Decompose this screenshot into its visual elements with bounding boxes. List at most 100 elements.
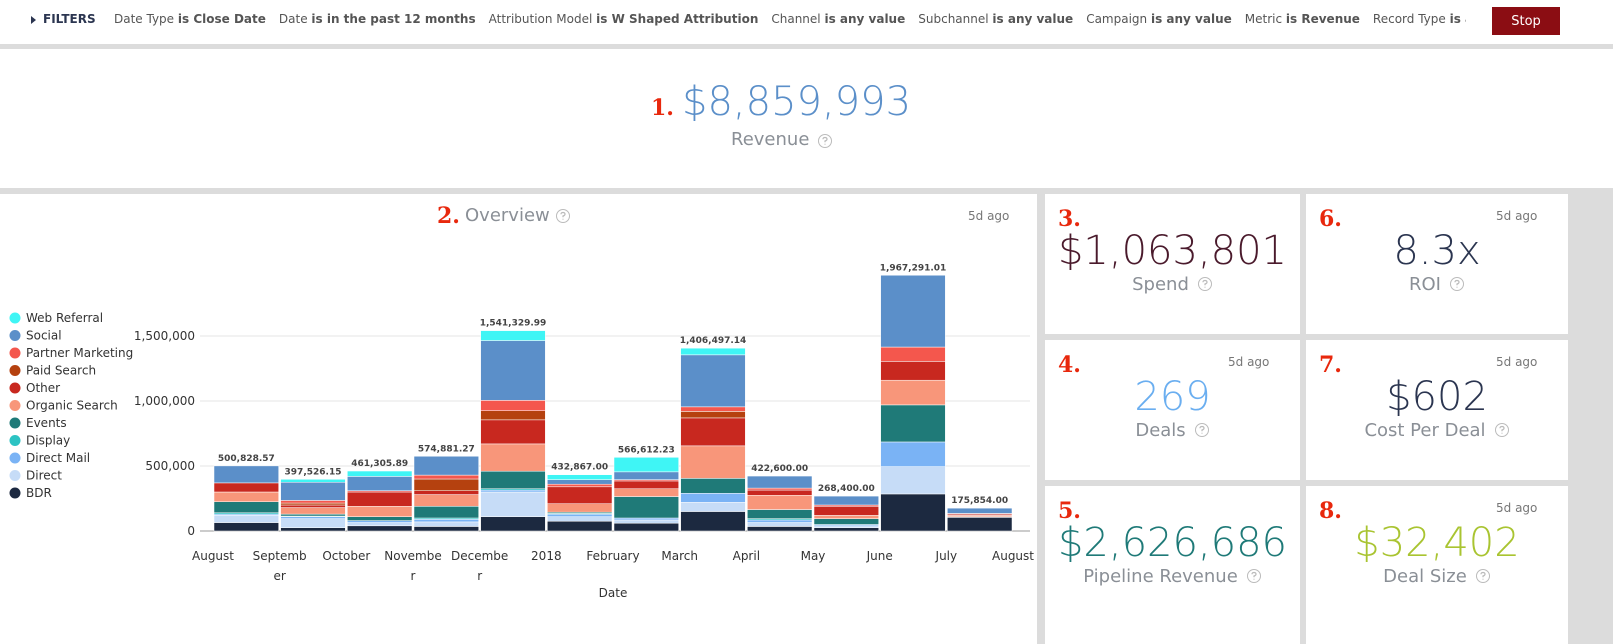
bar-segment: [213, 465, 279, 484]
filter-condition: is any value: [824, 12, 906, 26]
kpi-label-row: Cost Per Deal: [1306, 420, 1568, 441]
filters-heading[interactable]: FILTERS: [43, 12, 96, 26]
bar-segment: [613, 471, 679, 480]
filter-field: Channel: [771, 12, 821, 26]
kpi-label: Deal Size: [1383, 566, 1467, 587]
legend-label: Paid Search: [26, 364, 96, 378]
bar-segment: [480, 470, 546, 490]
legend-label: Organic Search: [26, 399, 118, 413]
bar-segment: [280, 518, 346, 528]
bar-segment: [613, 480, 679, 490]
filter-field: Campaign: [1086, 12, 1148, 26]
legend-label: Partner Marketing: [26, 346, 133, 360]
bar-total-label: 397,526.15: [285, 467, 342, 477]
legend-swatch: [9, 417, 21, 429]
bar-segment: [347, 470, 413, 477]
filter-condition: is any value: [992, 12, 1074, 26]
x-tick-label: March: [661, 549, 698, 563]
kpi-label-row: Spend: [1045, 274, 1300, 295]
bar-segment: [880, 379, 946, 406]
kpi-value: 8.3x: [1393, 228, 1481, 274]
tile-number: 6.: [1319, 206, 1342, 232]
expand-icon[interactable]: [30, 15, 38, 25]
filter-item: Campaign is any value: [1086, 12, 1232, 26]
bar-segment: [413, 506, 479, 519]
tile-number: 3.: [1058, 206, 1081, 232]
filter-item: Record Type is any value: [1373, 12, 1466, 26]
bar-segment: [747, 489, 813, 496]
bar-segment: [347, 525, 413, 532]
bar-segment: [680, 406, 746, 412]
tile-number: 2.: [437, 203, 460, 229]
bar-segment: [747, 519, 813, 523]
bar-segment: [547, 474, 613, 480]
bar-segment: [680, 347, 746, 356]
x-axis-title: Date: [599, 586, 628, 600]
legend-label: Display: [26, 434, 70, 448]
legend-swatch: [9, 347, 21, 359]
bar-segment: [280, 527, 346, 532]
bar-segment: [480, 340, 546, 401]
kpi-tile: 6. 8.3x ROI 5d ago: [1306, 194, 1568, 334]
help-icon[interactable]: [1494, 422, 1510, 438]
bar-segment: [880, 493, 946, 532]
overview-title: Overview: [465, 205, 550, 226]
kpi-tile: 5. $2,626,686 Pipeline Revenue: [1045, 486, 1300, 644]
bar-segment: [280, 513, 346, 517]
kpi-label: Spend: [1132, 274, 1189, 295]
bar-segment: [347, 516, 413, 521]
help-icon[interactable]: [1475, 568, 1491, 584]
bar-segment: [813, 495, 879, 506]
bar-segment: [480, 410, 546, 421]
bar-segment: [413, 519, 479, 523]
kpi-tile: 4. 269 Deals 5d ago: [1045, 340, 1300, 480]
bar-segment: [747, 475, 813, 489]
bar-segment: [547, 486, 613, 504]
bar-segment: [747, 495, 813, 510]
kpi-label: Pipeline Revenue: [1083, 566, 1238, 587]
bar-segment: [613, 488, 679, 497]
help-icon[interactable]: [1194, 422, 1210, 438]
filter-field: Date Type: [114, 12, 175, 26]
kpi-label-row: ROI: [1306, 274, 1568, 295]
bar-segment: [413, 478, 479, 491]
bar-segment: [947, 507, 1013, 514]
kpi-label: Cost Per Deal: [1364, 420, 1486, 441]
x-tick-label: August: [192, 549, 234, 563]
filter-field: Record Type: [1372, 12, 1446, 26]
filter-item: Metric is Revenue: [1245, 12, 1360, 26]
headline-value: $8,859,993: [682, 79, 912, 125]
headline-tile: 1. $8,859,993 Revenue: [0, 49, 1613, 188]
bar-segment: [613, 519, 679, 524]
bar-segment: [480, 419, 546, 445]
kpi-tile: 3. $1,063,801 Spend: [1045, 194, 1300, 334]
stop-button[interactable]: Stop: [1492, 7, 1560, 35]
updated-time: 5d ago: [1228, 355, 1270, 369]
updated-time: 5d ago: [1496, 355, 1538, 369]
x-tick-label: September: [252, 549, 307, 583]
bar-segment: [280, 507, 346, 515]
filter-item: Date Type is Close Date: [114, 12, 266, 26]
bar-segment: [680, 511, 746, 532]
filter-item: Date is in the past 12 months: [279, 12, 476, 26]
y-tick-label: 500,000: [145, 459, 195, 473]
bar-segment: [813, 527, 879, 532]
help-icon[interactable]: [1197, 276, 1213, 292]
y-tick-label: 1,000,000: [134, 394, 195, 408]
bar-total-label: 1,541,329.99: [480, 319, 547, 329]
bar-segment: [680, 502, 746, 512]
x-tick-label: July: [935, 549, 958, 563]
help-icon[interactable]: [555, 208, 571, 224]
filter-list: Date Type is Close Date Date is in the pa…: [114, 12, 1466, 32]
bar-segment: [413, 526, 479, 532]
help-icon[interactable]: [1246, 568, 1262, 584]
x-tick-label: August: [992, 549, 1034, 563]
help-icon[interactable]: [1449, 276, 1465, 292]
bar-segment: [480, 443, 546, 472]
bar-segment: [880, 404, 946, 443]
x-tick-label: 2018: [531, 549, 562, 563]
legend-swatch: [9, 435, 21, 446]
help-icon[interactable]: [817, 133, 833, 149]
bar-segment: [613, 457, 679, 473]
bar-segment: [280, 502, 346, 506]
